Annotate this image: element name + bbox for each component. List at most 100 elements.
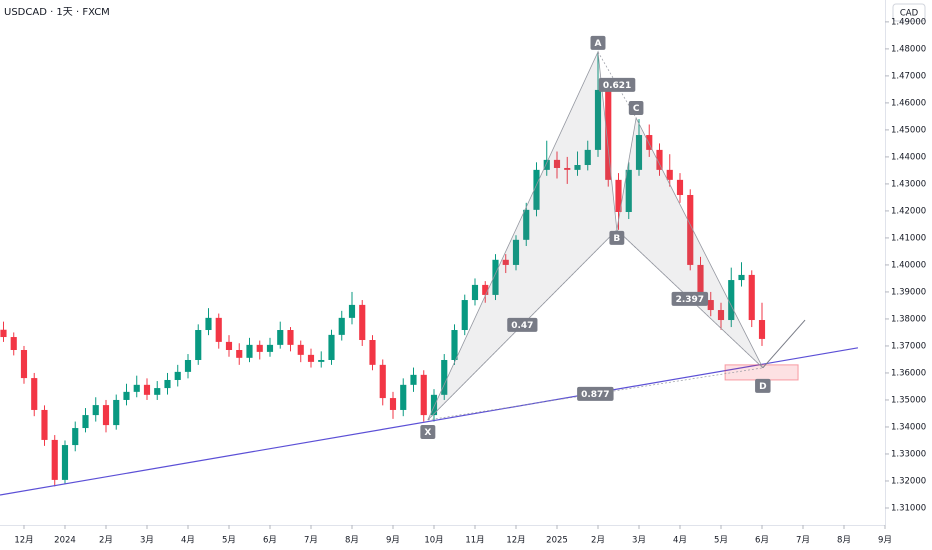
candle-body: [359, 304, 366, 341]
candle-body: [51, 439, 58, 480]
candle-body: [441, 359, 448, 395]
y-tick-label: 1.35000: [891, 395, 926, 405]
candle-body: [41, 409, 48, 440]
candle-body: [133, 384, 140, 392]
pattern-label: C: [628, 101, 644, 116]
candle-body: [512, 239, 520, 265]
x-tick-label: 2月: [99, 536, 113, 546]
trendline: [0, 347, 859, 496]
candle-body: [430, 394, 438, 416]
y-tick-label: 1.44000: [891, 152, 926, 162]
pattern-label-box: [577, 386, 614, 401]
x-tick-label: 5月: [714, 536, 728, 546]
pattern-label: B: [609, 230, 625, 245]
candle-body: [72, 428, 79, 446]
candle-body: [646, 135, 653, 150]
candle-body: [676, 179, 684, 195]
currency-box[interactable]: [892, 3, 926, 22]
pattern-label-box: [507, 317, 538, 332]
pattern-label-text: 0.877: [581, 390, 609, 400]
candle-body: [266, 344, 274, 352]
y-tick-label: 1.45000: [891, 125, 926, 135]
pattern-label: D: [755, 378, 771, 393]
candle-body: [31, 378, 38, 410]
x-tick-label: 3月: [632, 536, 646, 546]
candle-body: [287, 330, 294, 345]
candle-body: [758, 320, 766, 339]
candle-body: [318, 359, 325, 362]
pattern-label-text: X: [424, 428, 431, 438]
candle-body: [594, 89, 602, 150]
y-tick-label: 1.49000: [891, 17, 926, 27]
candle-body: [564, 167, 571, 170]
pattern-label: 0.877: [577, 386, 614, 401]
x-tick-label: 9月: [878, 536, 892, 546]
chart-title: USDCAD · 1天 · FXCM: [4, 7, 110, 18]
candle-body: [492, 259, 499, 295]
x-tick-label: 2025: [546, 536, 568, 546]
projection-line: [762, 319, 806, 369]
candle-body: [215, 317, 222, 342]
pattern-label-box: [590, 35, 606, 50]
x-tick-label: 11月: [465, 536, 484, 546]
candle-body: [656, 149, 663, 170]
candle-body: [195, 330, 202, 360]
pattern-label-text: A: [595, 39, 602, 49]
candle-body: [687, 194, 694, 265]
pattern-ratio-line: [427, 229, 618, 421]
x-tick-label: 8月: [837, 536, 851, 546]
candle-body: [10, 337, 17, 350]
x-tick-label: 6月: [755, 536, 769, 546]
candle-body: [61, 445, 69, 480]
y-tick-label: 1.47000: [891, 71, 926, 81]
candle-body: [523, 209, 530, 240]
x-tick-label: 8月: [345, 536, 359, 546]
y-tick-label: 1.33000: [891, 449, 926, 459]
x-tick-label: 4月: [181, 536, 195, 546]
x-tick-label: 12月: [506, 536, 525, 546]
candle-body: [20, 350, 28, 379]
candle-body: [92, 405, 99, 416]
y-tick-label: 1.36000: [891, 368, 926, 378]
candle-body: [738, 274, 745, 281]
candle-body: [635, 135, 643, 170]
candle-body: [184, 359, 192, 372]
candle-body: [574, 165, 581, 170]
y-tick-label: 1.39000: [891, 287, 926, 297]
candle-body: [164, 379, 171, 389]
candle-body: [533, 169, 540, 210]
candle-body: [461, 300, 468, 331]
pattern-label-text: C: [633, 104, 640, 114]
candle-body: [410, 374, 417, 385]
x-tick-label: 3月: [140, 536, 154, 546]
candle-body: [666, 169, 673, 180]
x-tick-label: 4月: [673, 536, 687, 546]
y-tick-label: 1.48000: [891, 44, 926, 54]
pattern-label: A: [590, 35, 606, 50]
pattern-label-box: [420, 424, 436, 439]
candle-body: [225, 341, 233, 350]
currency[interactable]: CAD: [900, 9, 919, 19]
candle-body: [748, 274, 755, 321]
candle-body: [256, 344, 263, 352]
y-tick-label: 1.38000: [891, 314, 926, 324]
candle-body: [543, 159, 550, 170]
candle-body: [625, 169, 632, 212]
candle-body: [400, 384, 407, 410]
candle-body: [553, 159, 561, 168]
candle-body: [389, 398, 397, 410]
pattern-label: 0.47: [507, 317, 538, 332]
candle-body: [82, 415, 89, 429]
x-tick-label: 9月: [386, 536, 400, 546]
x-tick-label: 6月: [263, 536, 277, 546]
candle-body: [277, 330, 284, 345]
candle-body: [113, 399, 120, 426]
x-tick-label: 2月: [591, 536, 605, 546]
candle-body: [584, 149, 591, 166]
candle-body: [297, 344, 304, 355]
pattern-label-text: B: [613, 234, 620, 244]
pattern-label-box: [609, 230, 625, 245]
y-tick-label: 1.31000: [891, 503, 926, 513]
